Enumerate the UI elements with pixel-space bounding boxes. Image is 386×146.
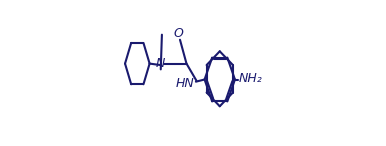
Text: N: N [156, 57, 165, 70]
Text: NH₂: NH₂ [239, 72, 263, 85]
Text: O: O [174, 27, 184, 40]
Text: HN: HN [175, 77, 194, 90]
